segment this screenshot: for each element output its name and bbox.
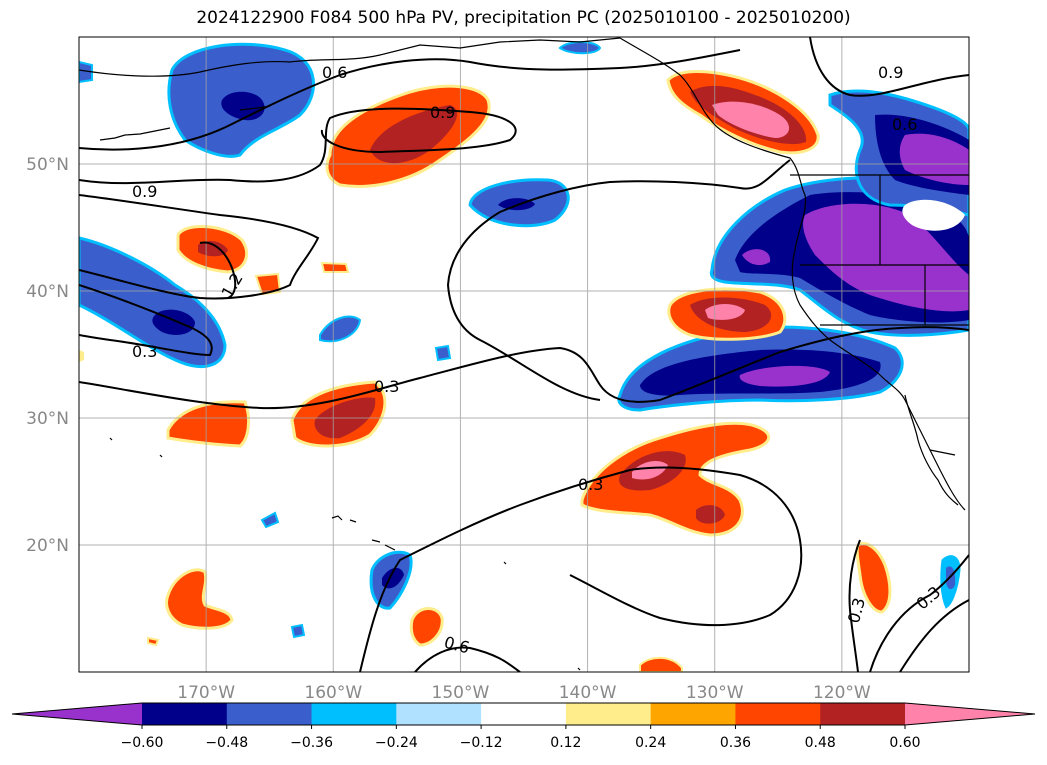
- colorbar-tick-label: −0.60: [121, 735, 164, 751]
- precip-shading: [79, 41, 969, 672]
- contour-label: 0.6: [892, 115, 917, 134]
- contour-label: 0.3: [132, 342, 157, 361]
- colorbar-extend-min: [12, 703, 142, 725]
- neg-anomaly-west: [79, 236, 227, 368]
- lon-tick-label: 120°W: [813, 683, 871, 703]
- contour-label: 0.3: [374, 377, 399, 396]
- colorbar: −0.60 −0.48 −0.36 −0.24 −0.12 0.12 0.24 0.36 0.4…: [11, 702, 1036, 751]
- lon-tick-label: 160°W: [304, 683, 362, 703]
- map-title: 2024122900 F084 500 hPa PV, precipitatio…: [196, 8, 851, 28]
- colorbar-tick-label: 0.60: [889, 735, 920, 751]
- contour-label: 0.9: [430, 103, 455, 122]
- lon-tick-label: 150°W: [432, 683, 490, 703]
- lon-tick-label: 140°W: [559, 683, 617, 703]
- contour-label: 0.9: [878, 63, 903, 82]
- colorbar-segment: [142, 703, 228, 725]
- lat-tick-label: 50°N: [26, 155, 69, 175]
- colorbar-tick-label: −0.48: [205, 735, 248, 751]
- colorbar-segment: [481, 703, 567, 725]
- alaska-coast: [79, 37, 621, 77]
- colorbar-segment: [650, 703, 736, 725]
- lat-tick-label: 40°N: [26, 282, 69, 302]
- contour-label: 0.3: [844, 596, 869, 626]
- colorbar-segment: [226, 703, 313, 725]
- colorbar-segment: [311, 703, 397, 725]
- axis-labels: 20°N 30°N 40°N 50°N 170°W 160°W 150°W 140°W 130°…: [26, 155, 871, 703]
- colorbar-tick-label: 0.24: [635, 735, 666, 751]
- lat-tick-label: 20°N: [26, 536, 69, 556]
- colorbar-segment: [820, 703, 906, 725]
- hawaii-islands: [331, 515, 396, 551]
- contour-label: 0.6: [322, 63, 347, 82]
- colorbar-tick-label: −0.12: [460, 735, 503, 751]
- contour-label: 0.9: [132, 182, 157, 201]
- lon-tick-label: 170°W: [177, 683, 235, 703]
- pv-contours: [79, 37, 969, 672]
- colorbar-tick-label: −0.36: [290, 735, 333, 751]
- colorbar-tick-label: −0.24: [375, 735, 418, 751]
- pos-anomaly-subtropics: [580, 421, 771, 537]
- graticule: [79, 37, 969, 672]
- contour-label: 0.3: [578, 475, 603, 494]
- colorbar-tick-label: 0.12: [550, 735, 581, 751]
- colorbar-extend-max: [905, 703, 1035, 725]
- lat-tick-label: 30°N: [26, 409, 69, 429]
- baja-california: [904, 394, 959, 506]
- lon-tick-label: 130°W: [686, 683, 744, 703]
- colorbar-tick-label: 0.36: [720, 735, 751, 751]
- contour-label: 0.6: [442, 632, 472, 657]
- colorbar-segment: [565, 703, 652, 725]
- coastlines: [79, 37, 969, 671]
- map-frame: [78, 36, 970, 673]
- colorbar-segment: [735, 703, 821, 725]
- colorbar-segment: [396, 703, 482, 725]
- colorbar-tick-label: 0.48: [805, 735, 836, 751]
